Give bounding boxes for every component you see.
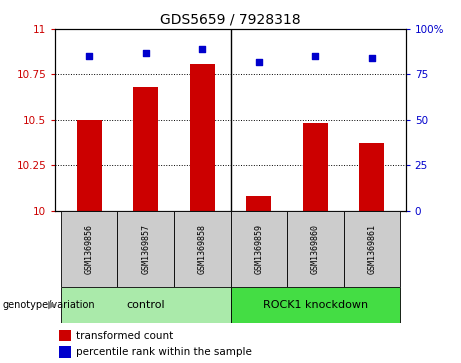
- Text: control: control: [126, 300, 165, 310]
- Title: GDS5659 / 7928318: GDS5659 / 7928318: [160, 12, 301, 26]
- Point: [142, 50, 149, 56]
- Bar: [343, 211, 400, 287]
- Text: ▶: ▶: [48, 300, 57, 310]
- Text: GSM1369856: GSM1369856: [85, 224, 94, 274]
- Bar: [230, 287, 400, 323]
- Text: ROCK1 knockdown: ROCK1 knockdown: [263, 300, 368, 310]
- Bar: [287, 211, 343, 287]
- Point: [312, 53, 319, 59]
- Text: GSM1369860: GSM1369860: [311, 224, 320, 274]
- Bar: [246, 196, 272, 211]
- Bar: [359, 143, 384, 211]
- Point: [86, 53, 93, 59]
- Bar: [118, 211, 174, 287]
- Bar: [61, 287, 230, 323]
- Bar: [133, 87, 159, 211]
- Text: percentile rank within the sample: percentile rank within the sample: [77, 347, 252, 357]
- Bar: [61, 211, 118, 287]
- Point: [368, 55, 375, 61]
- Text: genotype/variation: genotype/variation: [2, 300, 95, 310]
- Bar: [77, 120, 102, 211]
- Bar: [302, 123, 328, 211]
- Bar: [174, 211, 230, 287]
- Point: [199, 46, 206, 52]
- Bar: [59, 346, 71, 358]
- Text: GSM1369859: GSM1369859: [254, 224, 263, 274]
- Bar: [59, 330, 71, 341]
- Text: GSM1369858: GSM1369858: [198, 224, 207, 274]
- Bar: [230, 211, 287, 287]
- Text: GSM1369861: GSM1369861: [367, 224, 376, 274]
- Text: GSM1369857: GSM1369857: [141, 224, 150, 274]
- Point: [255, 59, 262, 65]
- Text: transformed count: transformed count: [77, 331, 174, 341]
- Bar: [189, 64, 215, 211]
